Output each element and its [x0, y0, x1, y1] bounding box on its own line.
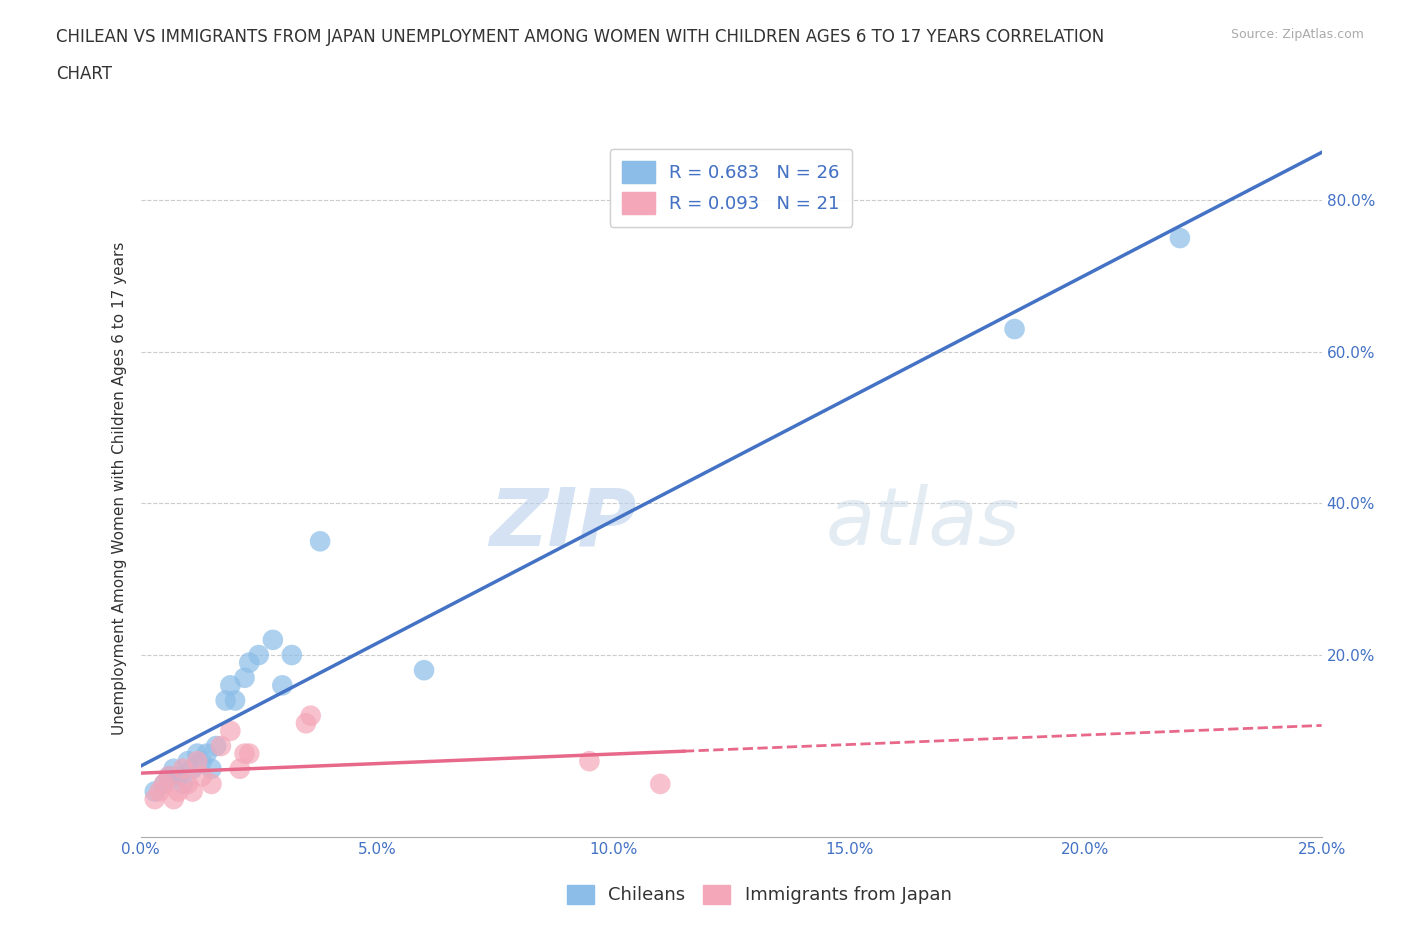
Point: [157, 769, 180, 784]
Point: [153, 777, 176, 791]
Point: [200, 762, 222, 777]
Point: [413, 663, 436, 678]
Legend: R = 0.683   N = 26, R = 0.093   N = 21: R = 0.683 N = 26, R = 0.093 N = 21: [610, 149, 852, 227]
Point: [247, 647, 270, 662]
Text: CHILEAN VS IMMIGRANTS FROM JAPAN UNEMPLOYMENT AMONG WOMEN WITH CHILDREN AGES 6 T: CHILEAN VS IMMIGRANTS FROM JAPAN UNEMPLO…: [56, 28, 1105, 46]
Point: [578, 753, 600, 768]
Point: [186, 746, 208, 761]
Point: [157, 769, 180, 784]
Point: [163, 762, 186, 777]
Point: [191, 769, 214, 784]
Point: [186, 753, 208, 768]
Point: [238, 746, 260, 761]
Point: [650, 777, 672, 791]
Point: [224, 693, 246, 708]
Text: CHART: CHART: [56, 65, 112, 83]
Point: [143, 784, 166, 799]
Text: ZIP: ZIP: [489, 485, 637, 562]
Point: [262, 632, 284, 647]
Point: [167, 769, 190, 784]
Point: [219, 724, 242, 738]
Point: [205, 738, 228, 753]
Point: [163, 791, 186, 806]
Point: [309, 534, 332, 549]
Point: [219, 678, 242, 693]
Point: [143, 791, 166, 806]
Text: Source: ZipAtlas.com: Source: ZipAtlas.com: [1230, 28, 1364, 41]
Point: [233, 671, 256, 685]
Point: [209, 738, 232, 753]
Point: [181, 762, 204, 777]
Point: [153, 777, 176, 791]
Point: [167, 784, 190, 799]
Point: [233, 746, 256, 761]
Point: [295, 716, 318, 731]
Y-axis label: Unemployment Among Women with Children Ages 6 to 17 years: Unemployment Among Women with Children A…: [111, 242, 127, 735]
Point: [229, 762, 252, 777]
Point: [281, 647, 304, 662]
Point: [238, 656, 260, 671]
Point: [172, 762, 194, 777]
Point: [148, 784, 170, 799]
Point: [177, 777, 200, 791]
Point: [172, 777, 194, 791]
Point: [191, 753, 214, 768]
Point: [200, 777, 222, 791]
Point: [181, 784, 204, 799]
Text: atlas: atlas: [825, 485, 1021, 562]
Point: [299, 709, 322, 724]
Point: [271, 678, 294, 693]
Point: [214, 693, 236, 708]
Point: [1004, 322, 1026, 337]
Point: [177, 753, 200, 768]
Point: [1168, 231, 1191, 246]
Legend: Chileans, Immigrants from Japan: Chileans, Immigrants from Japan: [560, 878, 959, 911]
Point: [195, 746, 218, 761]
